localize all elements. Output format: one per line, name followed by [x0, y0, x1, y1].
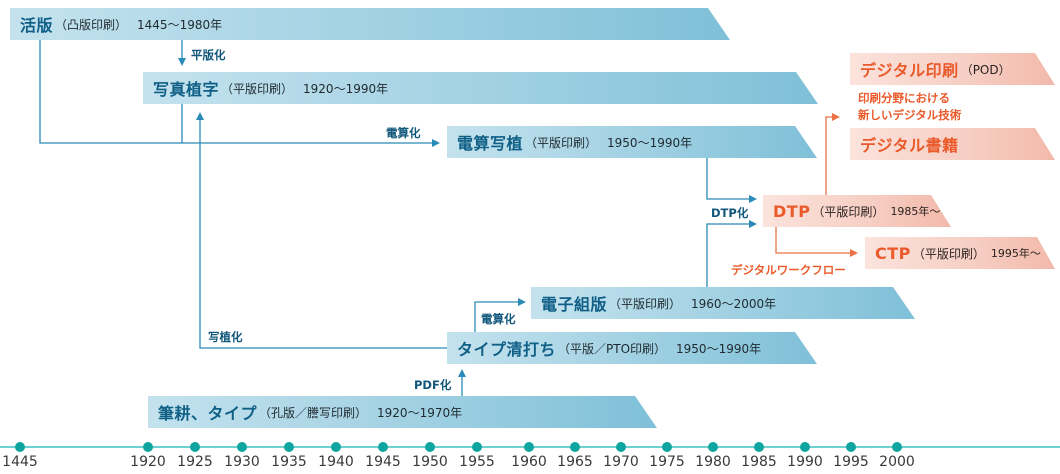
bar-method: （孔版／謄写印刷） — [259, 405, 368, 420]
bar-name: CTP — [875, 243, 911, 263]
label-heibanka: 平版化 — [191, 48, 226, 62]
label-dtpka: DTP化 — [711, 206, 749, 220]
bar-name: DTP — [773, 201, 811, 221]
axis-tick-label: 2000 — [879, 454, 915, 470]
bar-method: （平版印刷） — [912, 246, 985, 261]
bar-years: 1960〜2000年 — [691, 296, 777, 311]
bar-name: デジタル書籍 — [860, 136, 959, 155]
axis-dots — [15, 442, 902, 452]
bar-shashoku: 写真植字 （平版印刷） 1920〜1990年 — [143, 72, 818, 104]
axis-tick-label: 1965 — [557, 454, 593, 470]
axis-tick-label: 1975 — [649, 454, 685, 470]
label-densanka-2: 電算化 — [481, 312, 516, 326]
label-pdfka: PDF化 — [414, 378, 452, 392]
label-line: 印刷分野における — [858, 91, 950, 105]
axis-tick-label: 1960 — [511, 454, 547, 470]
label-densanka-1: 電算化 — [386, 126, 421, 140]
axis-tick-label: 1970 — [603, 454, 639, 470]
axis-tick-label: 1930 — [224, 454, 260, 470]
axis-tick-label: 1955 — [459, 454, 495, 470]
bar-name: 電子組版 — [541, 295, 608, 314]
bar-name: デジタル印刷 — [860, 61, 959, 80]
bar-method: （凸版印刷） — [55, 17, 128, 32]
bar-name: タイプ清打ち — [457, 340, 557, 359]
axis-tick-label: 1950 — [412, 454, 448, 470]
axis-tick-label: 1445 — [2, 454, 38, 470]
axis-tick-label: 1925 — [177, 454, 213, 470]
bar-denshi-kumihan: 電子組版 （平版印刷） 1960〜2000年 — [531, 287, 915, 319]
bar-years: 1950〜1990年 — [676, 341, 762, 356]
bar-method: （平版印刷） — [609, 296, 682, 311]
bar-years: 1445〜1980年 — [137, 17, 223, 32]
bar-method: （平版印刷） — [525, 135, 598, 150]
bar-method: （平版印刷） — [221, 81, 294, 96]
bar-method: （POD） — [960, 62, 1011, 77]
bar-years: 1920〜1990年 — [303, 81, 389, 96]
bar-digital-print: デジタル印刷 （POD） — [850, 53, 1055, 85]
label-new-digital-tech: 印刷分野における 新しいデジタル技術 — [858, 90, 961, 124]
bar-densan-shashoku: 電算写植 （平版印刷） 1950〜1990年 — [447, 126, 817, 158]
bar-name: 活版 — [20, 16, 54, 35]
bar-name: 筆耕、タイプ — [158, 404, 258, 423]
bar-method: （平版／PTO印刷） — [558, 341, 667, 356]
bar-method: （平版印刷） — [812, 204, 885, 219]
axis-tick-label: 1920 — [130, 454, 166, 470]
bar-name: 電算写植 — [457, 134, 524, 153]
bar-type-seiuchi: タイプ清打ち （平版／PTO印刷） 1950〜1990年 — [447, 332, 817, 364]
axis-tick-label: 1980 — [695, 454, 731, 470]
axis-tick-label: 1990 — [787, 454, 823, 470]
axis-tick-label: 1945 — [365, 454, 401, 470]
axis-tick-label: 1985 — [741, 454, 777, 470]
bar-katsuban: 活版 （凸版印刷） 1445〜1980年 — [10, 8, 730, 40]
bar-digital-book: デジタル書籍 — [850, 128, 1055, 160]
bar-ctp: CTP （平版印刷） 1995年〜 — [865, 237, 1055, 269]
axis-tick-label: 1935 — [271, 454, 307, 470]
bar-hikkou-type: 筆耕、タイプ （孔版／謄写印刷） 1920〜1970年 — [148, 396, 657, 428]
bar-years: 1950〜1990年 — [607, 135, 693, 150]
axis-tick-label: 1995 — [833, 454, 869, 470]
bar-years: 1995年〜 — [990, 247, 1041, 260]
axis-tick-label: 1940 — [318, 454, 354, 470]
bar-dtp: DTP （平版印刷） 1985年〜 — [763, 195, 951, 227]
bar-name: 写真植字 — [153, 80, 220, 99]
label-shashokuka: 写植化 — [208, 330, 243, 344]
label-line: 新しいデジタル技術 — [858, 108, 962, 122]
bar-years: 1920〜1970年 — [377, 405, 463, 420]
label-digital-workflow: デジタルワークフロー — [731, 263, 846, 277]
bar-years: 1985年〜 — [890, 205, 941, 218]
